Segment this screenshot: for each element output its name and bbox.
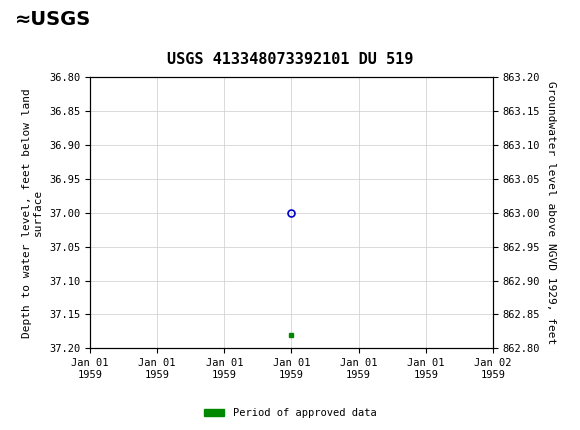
Text: USGS 413348073392101 DU 519: USGS 413348073392101 DU 519 xyxy=(167,52,413,67)
Legend: Period of approved data: Period of approved data xyxy=(200,404,380,423)
FancyBboxPatch shape xyxy=(3,2,102,39)
Y-axis label: Groundwater level above NGVD 1929, feet: Groundwater level above NGVD 1929, feet xyxy=(546,81,556,344)
Text: ≈USGS: ≈USGS xyxy=(15,10,92,29)
Y-axis label: Depth to water level, feet below land
surface: Depth to water level, feet below land su… xyxy=(22,88,44,338)
